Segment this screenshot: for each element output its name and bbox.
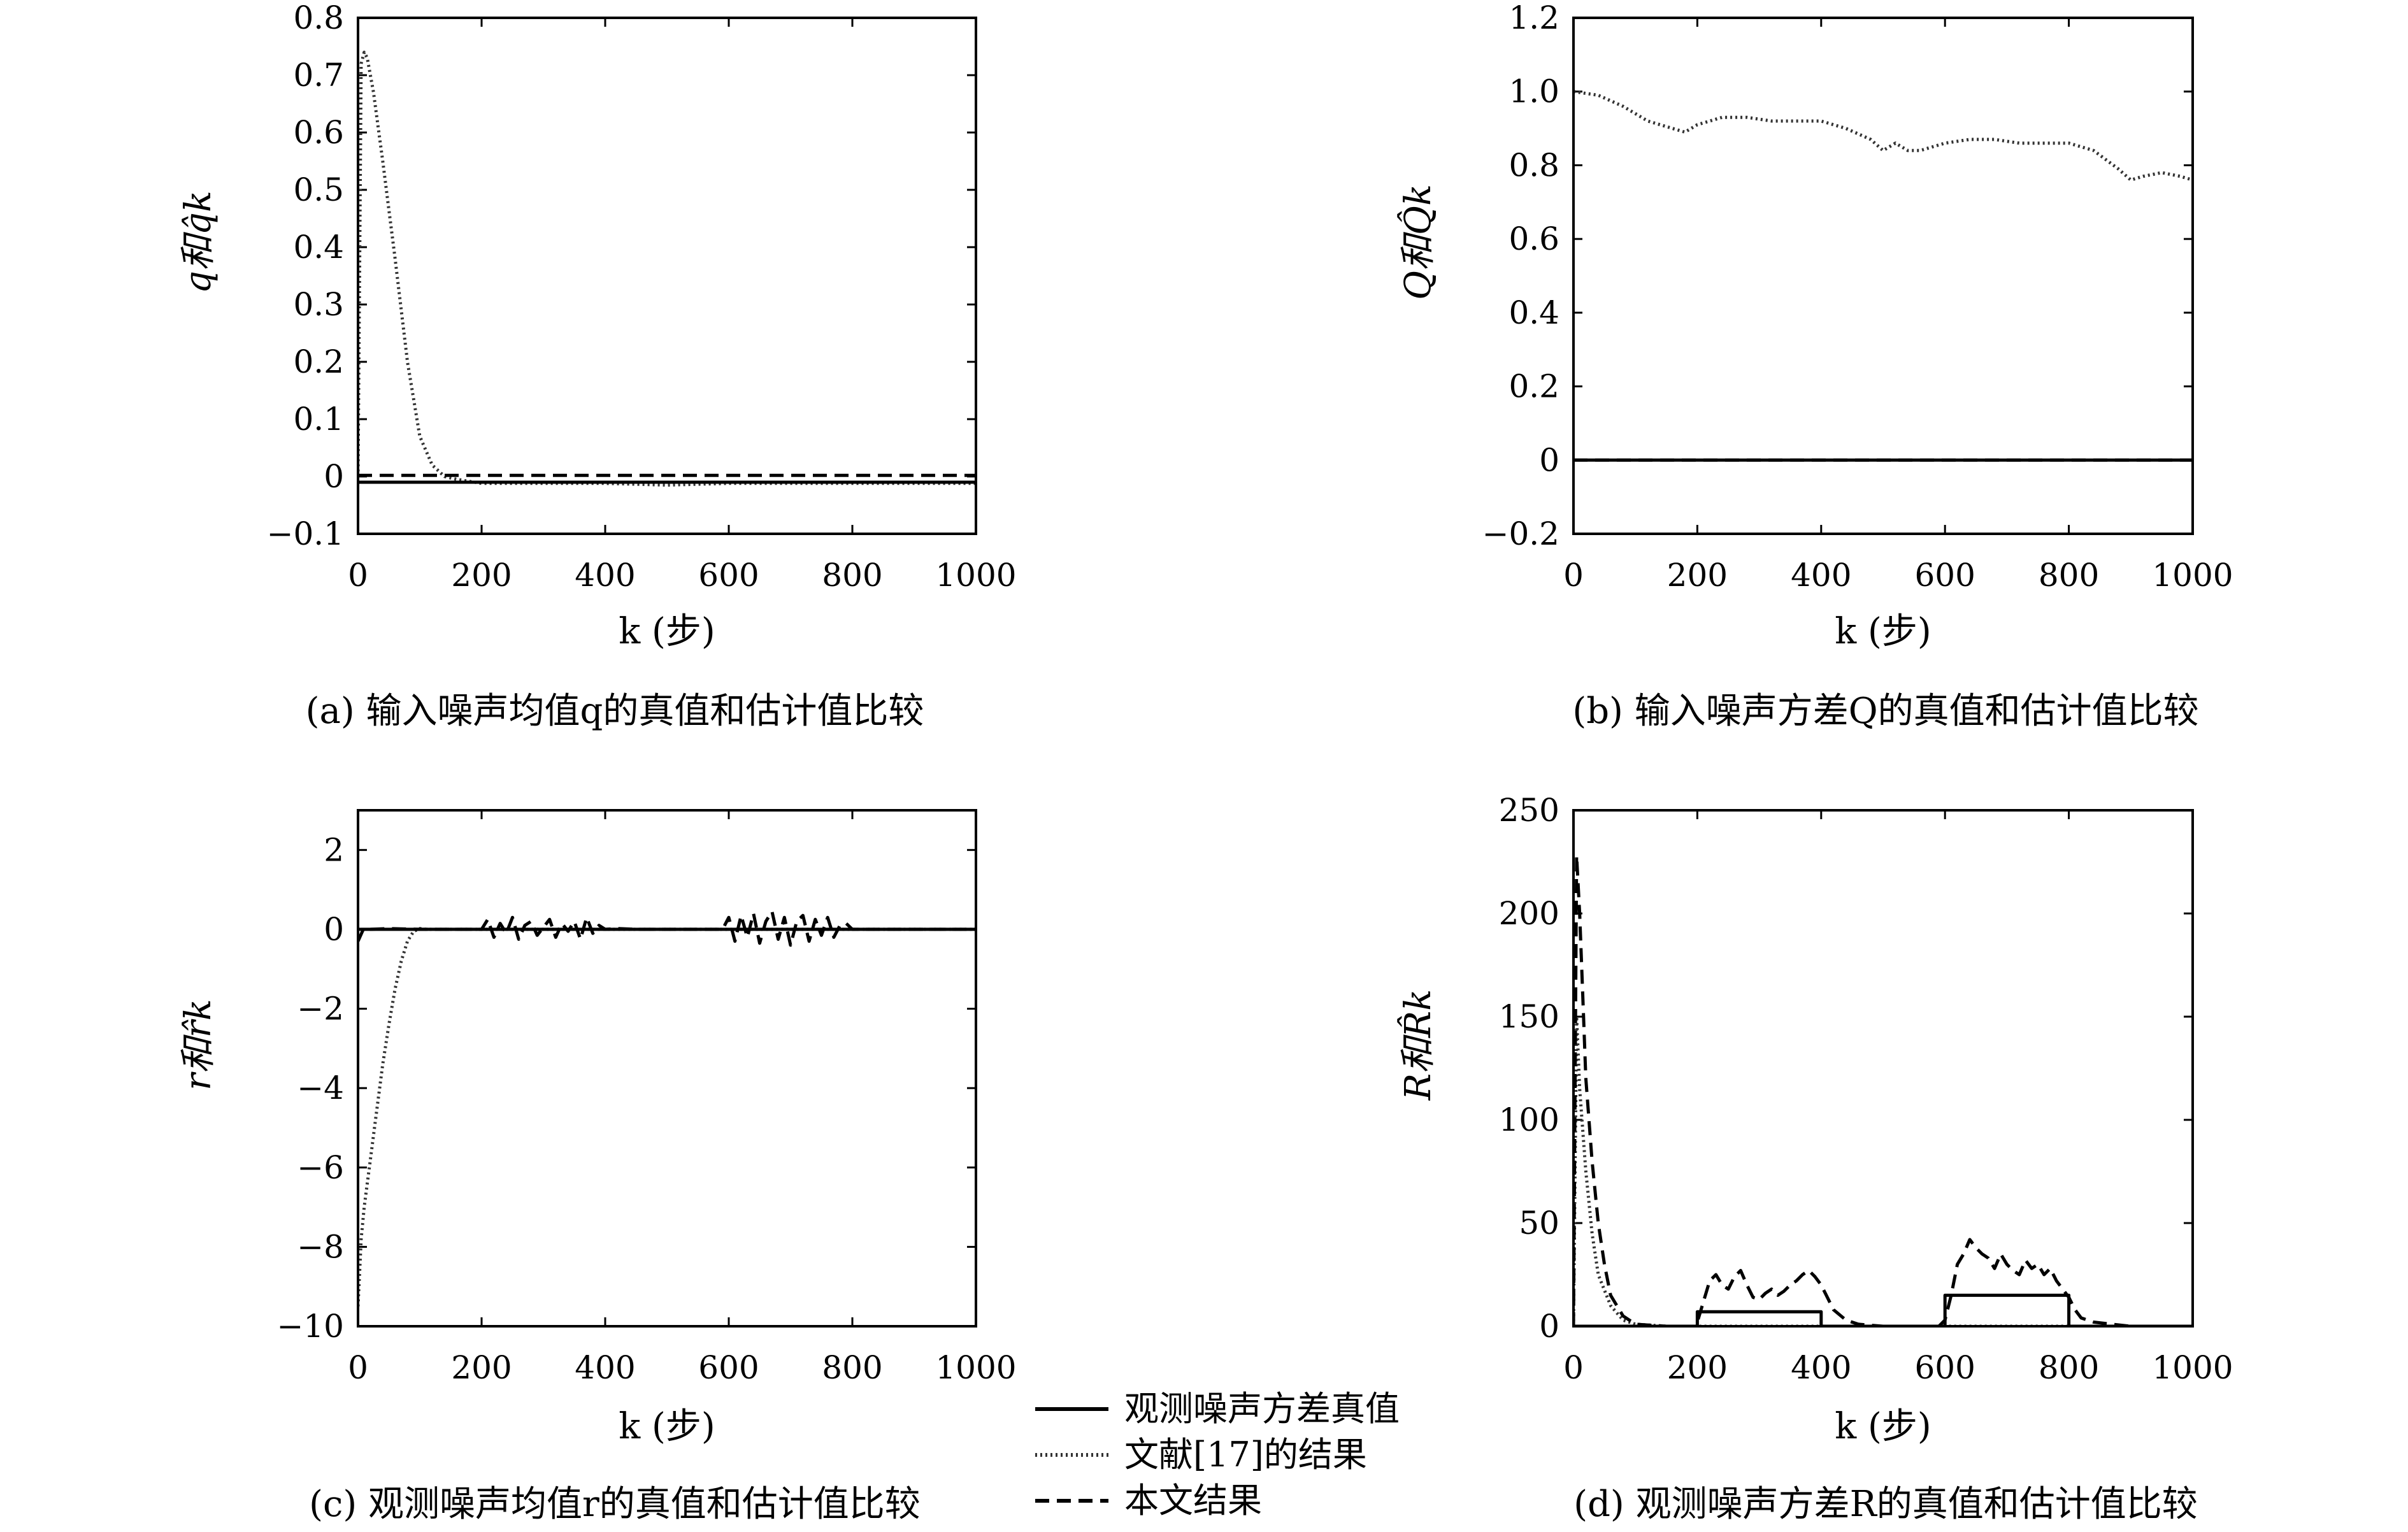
y-tick-label: 0.1 <box>293 401 344 438</box>
y-tick-label: 150 <box>1499 998 1559 1035</box>
x-tick-label: 200 <box>451 557 512 594</box>
series-line-dotted <box>1573 90 2193 182</box>
chart-panel-d: 0 200 400 600 800 1000 0 50 100 150 200 250 k (步) R和R… <box>1396 792 2233 1525</box>
chart-panel-b: 0 200 400 600 800 1000−0.200.20.40.60.81.01.2… <box>1396 0 2233 732</box>
x-tick-label: 400 <box>575 1349 635 1386</box>
y-tick-label: −4 <box>297 1070 344 1106</box>
x-tick-label: 200 <box>1667 557 1728 594</box>
y-axis-label: R和R̂k <box>1396 989 1439 1101</box>
x-tick-label: 400 <box>1791 557 1851 594</box>
x-tick-label: 1000 <box>2152 1349 2233 1386</box>
x-axis-label: k (步) <box>1835 1406 1931 1447</box>
y-axis-label: q和q̂k <box>178 190 219 294</box>
x-tick-label: 800 <box>822 557 882 594</box>
panel-caption: (a) 输入噪声均值q的真值和估计值比较 <box>306 691 924 732</box>
y-tick-label: 200 <box>1499 895 1559 932</box>
plot-frame <box>1572 17 2194 535</box>
x-tick-label: 200 <box>1667 1349 1728 1386</box>
x-tick-label: 800 <box>822 1349 882 1386</box>
y-tick-label: 0 <box>324 911 344 948</box>
series-line-dashed <box>358 910 976 947</box>
series-group <box>358 910 976 1306</box>
legend-label: 文献[17]的结果 <box>1124 1435 1367 1475</box>
x-tick-label: 600 <box>1914 1349 1975 1386</box>
x-tick-label: 0 <box>1563 1349 1584 1386</box>
series-group <box>1573 854 2193 1326</box>
y-tick-label: 1.2 <box>1509 0 1559 36</box>
y-tick-label: 0.8 <box>1509 147 1559 183</box>
plot-frame <box>1572 809 2194 1328</box>
legend-label: 本文结果 <box>1124 1480 1262 1521</box>
y-axis-label: r和r̂k <box>178 999 219 1090</box>
x-tick-label: 400 <box>575 557 635 594</box>
y-tick-label: −0.1 <box>267 515 344 552</box>
y-tick-label: 0.8 <box>293 0 344 36</box>
series-line-dotted <box>358 50 976 487</box>
y-tick-label: 0.6 <box>1509 220 1559 257</box>
x-tick-label: 1000 <box>935 1349 1016 1386</box>
x-tick-label: 600 <box>1914 557 1975 594</box>
series-group <box>358 50 976 487</box>
panel-caption: (b) 输入噪声方差Q的真值和估计值比较 <box>1572 691 2198 732</box>
y-tick-label: 1.0 <box>1509 73 1559 110</box>
x-tick-label: 800 <box>2039 557 2099 594</box>
x-tick-label: 1000 <box>935 557 1016 594</box>
x-tick-label: 200 <box>451 1349 512 1386</box>
x-tick-label: 800 <box>2039 1349 2099 1386</box>
x-axis-label: k (步) <box>619 1406 715 1447</box>
plot-frame <box>357 17 977 535</box>
panel-caption: (c) 观测噪声均值r的真值和估计值比较 <box>309 1484 921 1525</box>
legend-item: 文献[17]的结果 <box>1035 1435 1367 1475</box>
x-axis-label: k (步) <box>1835 611 1931 652</box>
y-tick-label: 0.7 <box>293 57 344 94</box>
x-tick-label: 1000 <box>2152 557 2233 594</box>
panels: 0 200 400 600 800 1000−0.100.10.20.30.40.50.6… <box>178 0 2233 1525</box>
x-tick-label: 0 <box>348 1349 368 1386</box>
series-line-dashed <box>1573 854 2193 1326</box>
y-tick-label: 0.4 <box>1509 294 1559 331</box>
series-group <box>1573 90 2193 462</box>
plot-frame <box>357 809 977 1328</box>
y-tick-label: −8 <box>297 1228 344 1265</box>
y-axis-label: Q和Q̂k <box>1396 184 1439 300</box>
y-tick-label: 0 <box>1539 441 1559 478</box>
y-tick-label: 250 <box>1499 792 1559 829</box>
chart-panel-a: 0 200 400 600 800 1000−0.100.10.20.30.40.50.6… <box>178 0 1017 732</box>
panel-caption: (d) 观测噪声方差R的真值和估计值比较 <box>1573 1484 2198 1525</box>
y-tick-label: 0.5 <box>293 171 344 208</box>
y-tick-label: 2 <box>324 831 344 868</box>
series-line-dotted <box>1573 1015 2193 1326</box>
x-tick-label: 0 <box>1563 557 1584 594</box>
y-tick-label: −0.2 <box>1482 515 1559 552</box>
y-tick-label: 0 <box>324 458 344 495</box>
y-tick-label: 0.2 <box>1509 368 1559 405</box>
y-tick-label: 100 <box>1499 1101 1559 1138</box>
x-tick-label: 0 <box>348 557 368 594</box>
y-tick-label: 0.4 <box>293 229 344 266</box>
legend-item: 观测噪声方差真值 <box>1035 1389 1400 1429</box>
legend-label: 观测噪声方差真值 <box>1124 1389 1400 1429</box>
x-tick-label: 600 <box>698 1349 759 1386</box>
y-tick-label: −6 <box>297 1149 344 1186</box>
y-tick-label: 0 <box>1539 1308 1559 1345</box>
y-tick-label: −2 <box>297 991 344 1027</box>
x-axis-label: k (步) <box>619 611 715 652</box>
legend-item: 本文结果 <box>1035 1480 1262 1521</box>
y-tick-label: 0.2 <box>293 343 344 380</box>
y-tick-label: −10 <box>276 1308 344 1345</box>
y-tick-label: 0.3 <box>293 286 344 323</box>
series-line-dotted <box>358 927 976 1306</box>
x-tick-label: 400 <box>1791 1349 1851 1386</box>
y-tick-label: 50 <box>1519 1205 1559 1242</box>
x-tick-label: 600 <box>698 557 759 594</box>
chart-panel-c: 0 200 400 600 800 1000 −10 −8 −6 −4 −2 0 2 k (步) r和r̂k… <box>178 809 1017 1525</box>
y-tick-label: 0.6 <box>293 114 344 151</box>
